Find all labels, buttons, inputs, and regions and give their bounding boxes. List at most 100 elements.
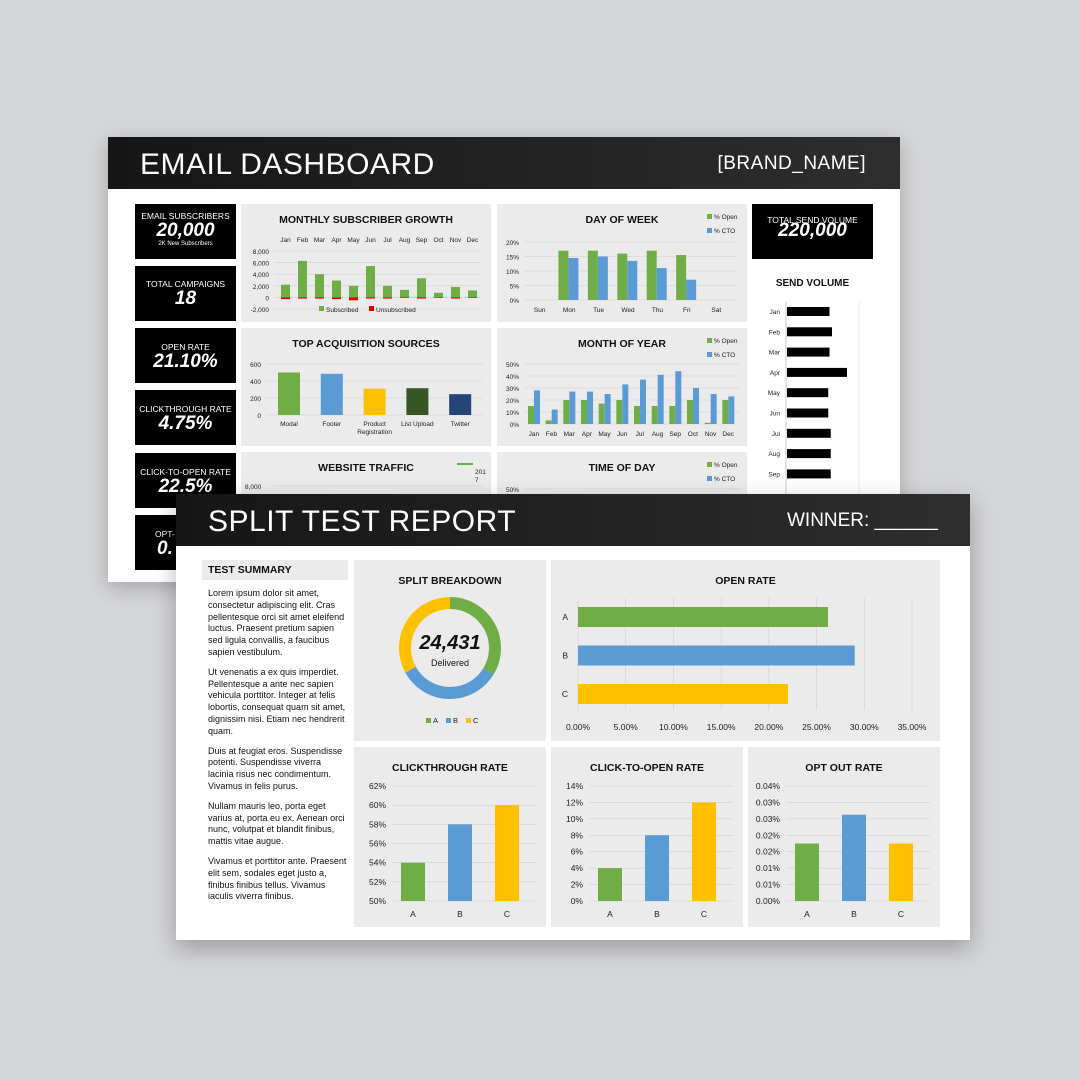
bar-send-volume: [787, 469, 831, 479]
tick-label: May: [347, 237, 360, 244]
tick-label: 8%: [571, 830, 584, 840]
tick-label: May: [768, 390, 781, 397]
split-header: SPLIT TEST REPORT WINNER: ______: [176, 494, 970, 546]
donut-slice: [449, 597, 501, 675]
tick-label: 0%: [510, 298, 520, 305]
bar-cto: [604, 394, 611, 424]
tick-label: Mar: [564, 431, 576, 438]
chart-title: MONTHLY SUBSCRIBER GROWTH: [279, 214, 453, 226]
chart-title: CLICKTHROUGH RATE: [392, 762, 508, 774]
bar-unsubscribed: [434, 297, 443, 298]
bar-cto: [627, 260, 638, 300]
bar-unsubscribed: [417, 297, 426, 299]
tick-label: B: [457, 909, 463, 919]
tick-label: Nov: [450, 237, 462, 244]
legend-swatch: [707, 228, 712, 233]
tick-label: List Upload: [401, 421, 434, 428]
kpi-value: 18: [174, 288, 197, 309]
bar-source: [278, 372, 300, 415]
tick-label: 8,000: [245, 484, 262, 491]
tick-label: 0%: [571, 896, 584, 906]
tick-label: Jan: [770, 309, 781, 316]
kpi-email-subscribers: EMAIL SUBSCRIBERS 20,000 2K New Subscrib…: [135, 204, 236, 259]
tick-label: 6%: [571, 847, 584, 857]
legend-label: B: [453, 716, 458, 725]
legend-swatch: [707, 462, 712, 467]
tick-label: Tue: [593, 307, 604, 314]
summary-paragraph: Duis at feugiat eros. Suspendisse potent…: [208, 745, 343, 791]
tick-label: 0.01%: [756, 880, 781, 890]
panel-click-to-open-rate: CLICK-TO-OPEN RATE 14% 12% 10% 8% 6% 4% 2% 0% A B…: [551, 747, 743, 927]
tick-label: 8,000: [253, 249, 270, 256]
dashboard-title: EMAIL DASHBOARD: [140, 148, 435, 181]
tick-label: Sat: [711, 307, 721, 314]
tick-label: 0%: [510, 422, 520, 429]
kpi-label: CLICK-TO-OPEN RATE: [140, 467, 231, 477]
tick-label: Jul: [383, 237, 392, 244]
bar-open: [669, 406, 676, 424]
bar-open-rate: [578, 684, 788, 704]
bar-cto: [693, 388, 699, 424]
kpi-label: EMAIL SUBSCRIBERS: [141, 211, 230, 221]
summary-paragraph: Lorem ipsum dolor sit amet, consectetur …: [208, 588, 345, 657]
chart-title: SPLIT BREAKDOWN: [398, 575, 502, 587]
bar-send-volume: [787, 347, 830, 357]
tick-label: Dec: [722, 431, 734, 438]
bar-send-volume: [787, 307, 830, 316]
kpi-value: 21.10%: [153, 351, 218, 372]
bar-cto: [728, 396, 735, 424]
chart-title: WEBSITE TRAFFIC: [318, 462, 414, 474]
kpi-label: CLICKTHROUGH RATE: [139, 404, 232, 414]
legend-swatch: [707, 352, 712, 357]
bar-cto: [569, 391, 576, 424]
bar-subscribed: [349, 285, 358, 298]
bar-cto: [686, 279, 697, 300]
panel-open-rate: OPEN RATE 0.00% 5.00% 10.00% 15.00% 20.00% 25…: [551, 560, 940, 741]
tick-label: 0.04%: [756, 781, 781, 791]
tick-label: May: [598, 431, 611, 438]
tick-label: C: [504, 909, 510, 919]
legend-label: Subscribed: [326, 307, 359, 314]
tick-label: Mon: [563, 307, 576, 314]
panel-subscriber-growth: MONTHLY SUBSCRIBER GROWTH 8,000 6,000 4,00…: [241, 204, 491, 322]
tick-label: 54%: [369, 858, 386, 868]
tick-label: Jan: [529, 431, 540, 438]
tick-label: 20.00%: [754, 722, 783, 732]
tick-label: C: [898, 909, 904, 919]
tick-label: 30.00%: [850, 722, 879, 732]
bar-send-volume: [787, 388, 829, 398]
bar-send-volume: [787, 367, 847, 377]
tick-label: 56%: [369, 839, 386, 849]
summary-heading: TEST SUMMARY: [202, 560, 348, 580]
bar-subscribed: [468, 290, 477, 298]
tick-label: Nov: [705, 431, 717, 438]
kpi-subtext: 2K New Subscribers: [158, 241, 213, 247]
tick-label: 52%: [369, 877, 386, 887]
bar-open: [563, 400, 570, 424]
kpi-value: 220,000: [778, 220, 847, 241]
tick-label: 10%: [506, 410, 519, 417]
tick-label: Apr: [331, 237, 342, 244]
tick-label: Aug: [399, 237, 411, 244]
tick-label: Product: [363, 421, 386, 428]
tick-label: Modal: [280, 421, 298, 428]
bar-open: [687, 400, 693, 424]
tick-label: Jul: [772, 431, 781, 438]
tick-label: Mar: [769, 350, 781, 357]
bar-unsubscribed: [400, 297, 409, 298]
click-to-open-rate-chart: 14% 12% 10% 8% 6% 4% 2% 0% A B C: [566, 781, 733, 919]
bar-open: [545, 420, 552, 424]
tick-label: B: [562, 651, 568, 661]
bar-open-rate: [578, 607, 829, 627]
kpi-label: TOTAL CAMPAIGNS: [145, 279, 226, 289]
summary-paragraph: Ut venenatis a ex quis imperdiet. Pellen…: [208, 666, 346, 736]
tick-label: Thu: [652, 307, 664, 314]
bar-subscribed: [434, 292, 443, 298]
legend-swatch: [446, 718, 451, 723]
legend-swatch: [707, 338, 712, 343]
legend-label: % CTO: [714, 228, 735, 235]
tick-label: Oct: [433, 237, 443, 244]
bar-cto: [568, 257, 579, 300]
tick-label: Feb: [546, 431, 558, 438]
chart-title: OPT OUT RATE: [805, 762, 883, 774]
